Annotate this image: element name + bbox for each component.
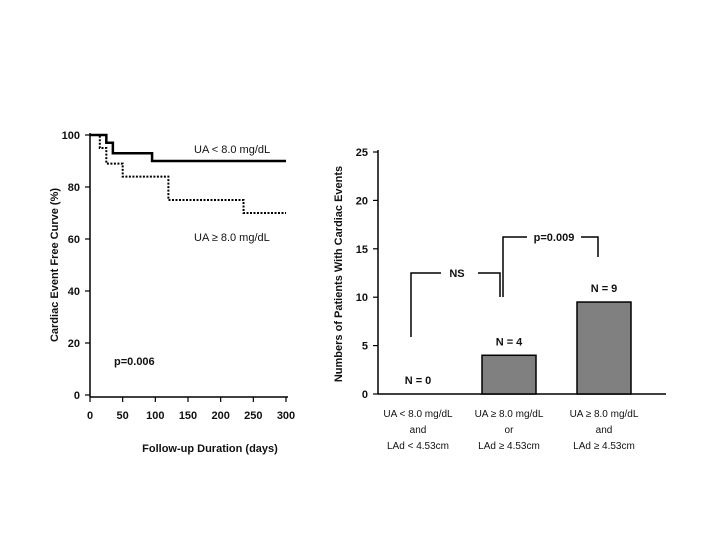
category-label-1: UA < 8.0 mg/dL and LAd < 4.53cm — [383, 409, 453, 452]
svg-text:LAd < 4.53cm: LAd < 4.53cm — [387, 441, 449, 452]
right-y-tick-label: 20 — [356, 195, 368, 207]
p-value-annotation: p=0.006 — [114, 356, 155, 368]
comparison-bracket-ns: NS — [410, 268, 501, 337]
bar-2 — [481, 354, 537, 395]
bar-3 — [576, 301, 632, 395]
left-x-tick-label: 250 — [244, 410, 262, 422]
left-y-tick-label: 80 — [68, 182, 80, 194]
left-x-tick-label: 200 — [211, 410, 229, 422]
right-y-tick-label: 15 — [356, 244, 368, 256]
left-y-tick-label: 60 — [68, 234, 80, 246]
category-label-3: UA ≥ 8.0 mg/dL and LAd ≥ 4.53cm — [570, 409, 639, 452]
series-line-ua-high — [90, 134, 286, 214]
left-x-tick-label: 50 — [117, 410, 129, 422]
left-y-tick-label: 40 — [68, 286, 80, 298]
svg-text:and: and — [596, 425, 613, 436]
comparison-label-p009: p=0.009 — [534, 232, 575, 244]
left-x-tick-label: 150 — [179, 410, 197, 422]
series-line-ua-low — [90, 133, 286, 163]
right-y-tick-label: 5 — [362, 341, 368, 353]
right-y-tick-label: 0 — [362, 389, 368, 401]
left-y-axis-title: Cardiac Event Free Curve (%) — [49, 188, 61, 342]
svg-text:UA < 8.0 mg/dL: UA < 8.0 mg/dL — [383, 409, 453, 420]
svg-text:LAd ≥ 4.53cm: LAd ≥ 4.53cm — [573, 441, 635, 452]
category-label-2: UA ≥ 8.0 mg/dL or LAd ≥ 4.53cm — [475, 409, 544, 452]
left-y-tick-label: 100 — [62, 130, 80, 142]
bar-chart: 0 5 10 15 20 25 N = 0 N = 4 N = 9 Numbers of Pa… — [333, 147, 666, 452]
svg-text:and: and — [410, 425, 427, 436]
survival-chart: 0 50 100 150 200 250 300 0 20 40 60 80 100 Cardiac E… — [49, 130, 295, 455]
left-x-tick-label: 100 — [146, 410, 164, 422]
series-label-ua-high: UA ≥ 8.0 mg/dL — [194, 232, 270, 244]
right-y-tick-label: 25 — [356, 147, 368, 159]
left-x-tick-label: 300 — [277, 410, 295, 422]
svg-text:or: or — [505, 425, 515, 436]
bar-label-3: N = 9 — [591, 283, 618, 295]
comparison-label-ns: NS — [449, 268, 464, 280]
bar-label-1: N = 0 — [405, 375, 432, 387]
right-y-tick-label: 10 — [356, 292, 368, 304]
left-y-tick-label: 20 — [68, 338, 80, 350]
comparison-bracket-p009: p=0.009 — [502, 232, 599, 297]
series-label-ua-low: UA < 8.0 mg/dL — [194, 144, 270, 156]
svg-text:UA ≥ 8.0 mg/dL: UA ≥ 8.0 mg/dL — [475, 409, 544, 420]
svg-text:UA ≥ 8.0 mg/dL: UA ≥ 8.0 mg/dL — [570, 409, 639, 420]
left-x-tick-label: 0 — [87, 410, 93, 422]
right-y-axis-title: Numbers of Patients With Cardiac Events — [333, 166, 345, 382]
left-x-axis-title: Follow-up Duration (days) — [142, 443, 278, 455]
left-y-tick-label: 0 — [74, 390, 80, 402]
bar-label-2: N = 4 — [496, 336, 523, 348]
svg-text:LAd ≥ 4.53cm: LAd ≥ 4.53cm — [478, 441, 540, 452]
